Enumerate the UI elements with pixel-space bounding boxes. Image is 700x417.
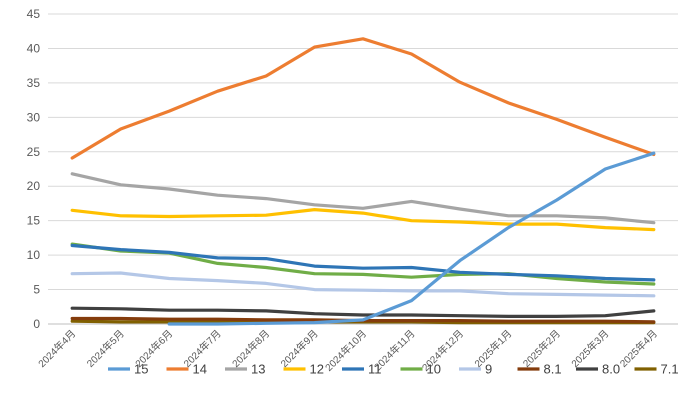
legend-item: 15 [108, 362, 148, 377]
legend-item: 8.0 [576, 362, 620, 377]
y-tick-label: 45 [27, 7, 41, 21]
legend-label: 14 [193, 362, 207, 377]
legend-label: 9 [485, 362, 492, 377]
series-line-15 [167, 151, 656, 326]
y-tick-label: 20 [27, 179, 41, 193]
legend-item: 10 [400, 362, 441, 377]
y-axis: 0 5 10 15 20 25 30 35 40 45 [27, 7, 41, 331]
x-tick-label: 2024年10月 [322, 327, 369, 374]
legend-label: 15 [134, 362, 148, 377]
x-axis: 2024年4月 2024年5月 2024年6月 2024年7月 2024年8月 2024年… [35, 327, 660, 374]
series-line-9 [70, 271, 656, 298]
legend-item: 13 [225, 362, 265, 377]
plot-area [70, 37, 656, 326]
legend-item: 14 [166, 362, 207, 377]
series-line-13 [70, 172, 656, 225]
y-tick-label: 25 [27, 145, 41, 159]
legend-label: 7.1 [661, 362, 679, 377]
y-tick-label: 5 [33, 283, 40, 297]
legend-label: 12 [310, 362, 324, 377]
legend-label: 10 [427, 362, 441, 377]
x-tick-label: 2024年5月 [84, 327, 127, 370]
x-tick-label: 2024年4月 [35, 327, 78, 370]
legend-label: 13 [251, 362, 265, 377]
legend: 15 14 13 12 11 10 9 8.1 8.0 7.1 [108, 362, 679, 377]
series-line-11 [70, 243, 656, 282]
y-tick-label: 15 [27, 214, 41, 228]
legend-item: 8.1 [517, 362, 562, 377]
y-tick-label: 35 [27, 76, 41, 90]
y-tick-label: 30 [27, 110, 41, 124]
series-line-12 [70, 208, 656, 232]
x-tick-label: 2025年1月 [472, 327, 515, 370]
y-tick-label: 40 [27, 41, 41, 55]
legend-item: 12 [283, 362, 324, 377]
legend-label: 11 [368, 362, 382, 377]
legend-item: 9 [459, 362, 492, 377]
series-line-14 [70, 37, 656, 160]
x-tick-label: 2025年4月 [617, 327, 660, 370]
y-tick-label: 0 [33, 317, 40, 331]
legend-item: 7.1 [634, 362, 679, 377]
legend-label: 8.1 [544, 362, 562, 377]
series-line-8-0 [70, 306, 656, 318]
y-tick-label: 10 [27, 248, 41, 262]
legend-item: 11 [342, 362, 382, 377]
legend-label: 8.0 [602, 362, 620, 377]
